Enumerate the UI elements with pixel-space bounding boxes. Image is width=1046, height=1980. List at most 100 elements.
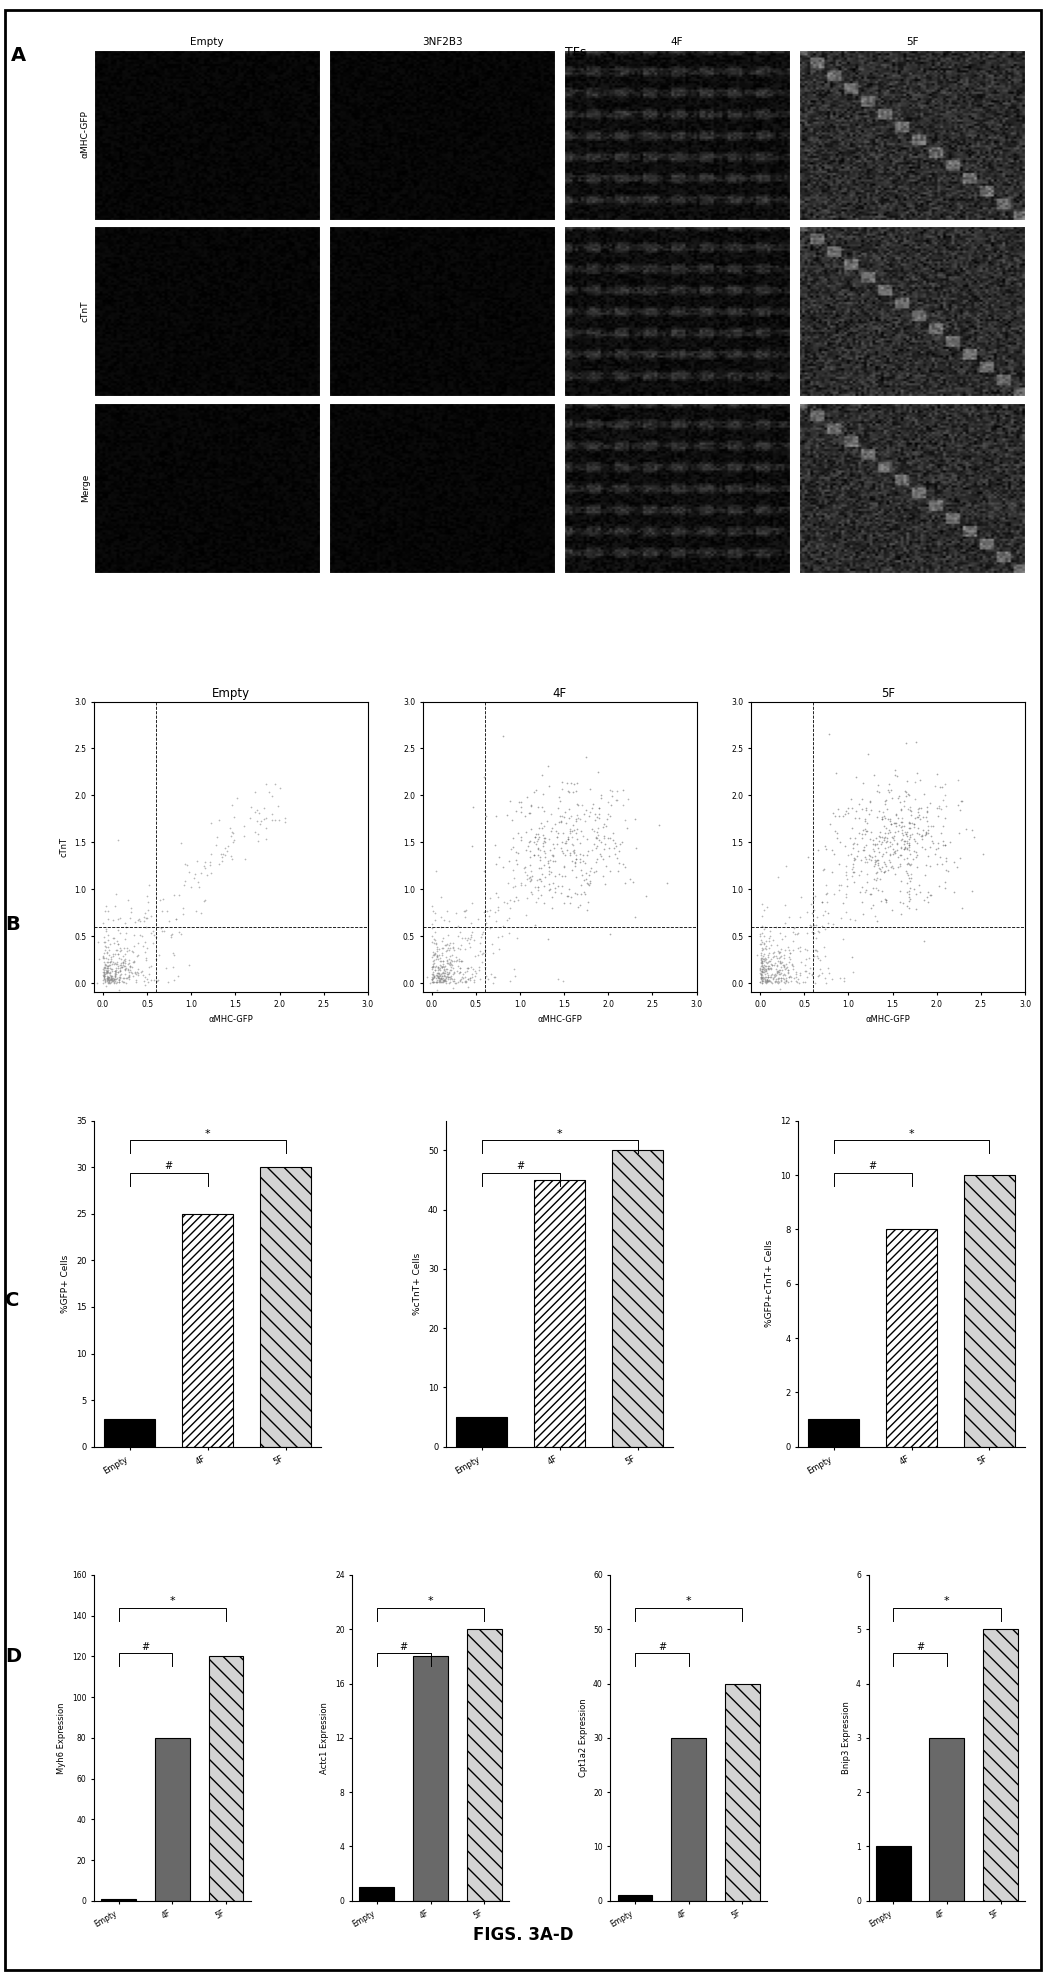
Point <box>765 964 781 996</box>
Point <box>474 919 491 950</box>
Point <box>277 806 294 838</box>
Point <box>96 962 113 994</box>
Point <box>622 863 639 895</box>
Point <box>752 919 769 950</box>
Point <box>430 958 447 990</box>
Point <box>556 828 573 859</box>
Point <box>769 956 786 988</box>
Point <box>517 851 533 883</box>
Point <box>565 768 582 800</box>
Point <box>105 940 121 972</box>
Point <box>786 962 802 994</box>
Point <box>846 865 863 897</box>
Point <box>554 838 571 869</box>
Point <box>543 855 560 887</box>
Point <box>568 804 585 836</box>
Point <box>759 964 776 996</box>
Point <box>753 942 770 974</box>
Point <box>120 956 137 988</box>
Point <box>752 958 769 990</box>
Point <box>162 919 179 950</box>
Point <box>824 834 841 865</box>
Point <box>754 962 771 994</box>
Point <box>117 966 134 998</box>
Point <box>913 820 930 851</box>
Point <box>97 915 114 946</box>
Point <box>931 792 948 824</box>
Point <box>599 804 616 836</box>
Point <box>754 940 771 972</box>
Point <box>874 826 891 857</box>
Point <box>119 960 136 992</box>
Point <box>432 960 449 992</box>
Point <box>117 942 134 974</box>
Point <box>776 942 793 974</box>
Point <box>103 962 119 994</box>
Point <box>757 944 774 976</box>
Point <box>426 939 442 970</box>
Point <box>863 877 880 909</box>
Point <box>906 824 923 855</box>
Point <box>588 822 605 853</box>
Point <box>770 956 787 988</box>
Point <box>110 929 127 960</box>
Point <box>891 885 908 917</box>
Point <box>430 952 447 984</box>
Point <box>436 929 453 960</box>
Point <box>920 818 937 849</box>
Point <box>249 818 266 849</box>
Point <box>815 899 832 931</box>
Point <box>545 828 562 859</box>
Point <box>247 796 264 828</box>
Point <box>427 952 444 984</box>
Point <box>878 885 894 917</box>
Point <box>866 845 883 877</box>
Point <box>537 822 553 853</box>
Point <box>487 800 504 832</box>
Point <box>883 808 900 840</box>
Point <box>167 903 184 935</box>
Point <box>560 822 576 853</box>
Point <box>914 820 931 851</box>
Text: #: # <box>164 1162 173 1172</box>
Point <box>529 871 546 903</box>
Point <box>753 958 770 990</box>
Point <box>837 830 854 861</box>
Point <box>428 966 445 998</box>
Point <box>771 937 788 968</box>
Point <box>937 871 954 903</box>
Point <box>610 855 627 887</box>
Point <box>553 836 570 867</box>
Point <box>583 867 599 899</box>
Point <box>908 727 925 758</box>
Point <box>444 964 460 996</box>
Point <box>486 830 503 861</box>
Point <box>768 964 784 996</box>
Point <box>436 964 453 996</box>
Point <box>766 937 782 968</box>
Point <box>480 899 497 931</box>
Point <box>866 849 883 881</box>
Point <box>513 822 529 853</box>
Point <box>878 812 894 843</box>
Point <box>906 808 923 840</box>
Point <box>236 843 253 875</box>
Point <box>114 966 131 998</box>
Point <box>759 966 776 998</box>
Point <box>450 966 467 998</box>
Point <box>522 836 539 867</box>
Point <box>147 942 164 974</box>
Point <box>796 954 813 986</box>
Point <box>753 937 770 968</box>
Point <box>882 816 899 847</box>
Point <box>777 935 794 966</box>
Point <box>266 804 282 836</box>
Point <box>901 881 917 913</box>
Point <box>911 804 928 836</box>
Point <box>463 960 480 992</box>
Point <box>759 952 776 984</box>
X-axis label: αMHC-GFP: αMHC-GFP <box>866 1014 911 1024</box>
Point <box>97 970 114 1002</box>
Point <box>757 954 774 986</box>
Point <box>121 946 138 978</box>
